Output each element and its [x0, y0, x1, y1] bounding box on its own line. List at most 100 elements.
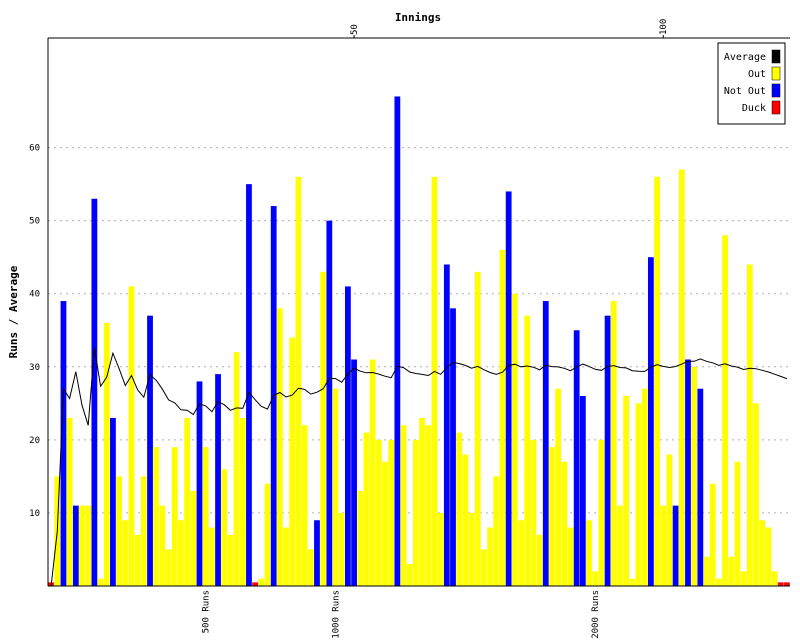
bar-out: [660, 505, 667, 586]
bar-not-out: [697, 388, 704, 586]
bar-out: [382, 461, 388, 586]
bar-out: [641, 388, 648, 586]
bar-out: [134, 534, 141, 586]
bar-out: [140, 476, 147, 586]
milestone-label: 1000 Runs: [332, 590, 342, 639]
bar-out: [190, 491, 197, 586]
top-tick-label: 50: [350, 24, 360, 35]
bar-out: [208, 527, 215, 586]
bar-out: [462, 454, 469, 586]
bar-out: [153, 447, 160, 586]
bar-out: [103, 322, 110, 586]
bar-not-out: [196, 381, 203, 586]
bar-not-out: [314, 520, 320, 586]
run-milestone-labels: 500 Runs 1000 Runs 2000 Runs: [202, 590, 602, 639]
bar-out: [629, 578, 636, 586]
bar-not-out: [345, 286, 351, 586]
bar-out: [79, 505, 85, 586]
bar-not-out: [246, 184, 252, 586]
top-tick-label: 100: [659, 19, 669, 35]
bar-out: [338, 512, 345, 586]
bar-out: [258, 578, 265, 586]
legend-label: Out: [748, 69, 766, 80]
bar-not-out: [443, 264, 450, 586]
bar-out: [536, 534, 543, 586]
bar-out: [178, 520, 184, 586]
bar-out: [431, 176, 438, 586]
legend-swatch: [771, 83, 781, 98]
bars-layer: [48, 96, 790, 587]
bar-not-out: [147, 315, 153, 586]
axes: [47, 37, 790, 587]
bar-out: [413, 439, 419, 586]
y-tick-label: 50: [29, 217, 40, 227]
bar-duck: [252, 582, 259, 586]
bar-not-out: [505, 191, 512, 586]
bar-out: [332, 388, 339, 586]
bar-out: [474, 271, 481, 586]
top-tick-labels: 50 100: [350, 19, 669, 38]
y-tick-label: 40: [29, 290, 40, 300]
bar-out: [400, 425, 407, 586]
bar-out: [518, 520, 524, 586]
milestone-label: 500 Runs: [202, 590, 212, 633]
bar-out: [678, 169, 685, 586]
bar-out: [97, 578, 104, 586]
bar-out: [369, 359, 376, 586]
bar-out: [221, 469, 228, 586]
bar-not-out: [110, 417, 116, 586]
bar-not-out: [672, 505, 679, 586]
bar-out: [357, 491, 364, 586]
bar-out: [771, 571, 778, 586]
bar-out: [617, 505, 623, 586]
legend-swatch: [771, 66, 781, 81]
bar-out: [722, 235, 728, 586]
bar-out: [759, 520, 766, 586]
bar-out: [128, 286, 135, 586]
bar-out: [295, 176, 302, 586]
bar-out: [493, 476, 500, 586]
bar-not-out: [394, 96, 401, 586]
bar-out: [419, 417, 425, 586]
bar-out: [734, 461, 741, 586]
bar-out: [388, 439, 395, 586]
bar-out: [567, 527, 574, 586]
y-tick-label: 30: [29, 363, 40, 373]
bar-out: [524, 315, 531, 586]
bar-out: [456, 432, 463, 586]
bar-out: [598, 439, 605, 586]
bar-not-out: [542, 301, 549, 586]
bar-out: [320, 271, 327, 586]
y-axis-label: Runs / Average: [7, 265, 20, 358]
bar-out: [301, 425, 308, 586]
legend-swatch: [771, 100, 781, 115]
bar-out: [530, 439, 537, 586]
bar-out: [363, 432, 370, 586]
bar-not-out: [573, 330, 580, 586]
legend-label: Duck: [742, 103, 766, 114]
bar-out: [703, 556, 710, 586]
bar-out: [716, 578, 722, 586]
bar-out: [610, 301, 617, 586]
bar-out: [375, 439, 382, 586]
bar-out: [437, 512, 444, 586]
bar-duck: [784, 582, 790, 586]
y-tick-label: 10: [29, 509, 40, 519]
bar-duck: [777, 582, 784, 586]
bar-not-out: [685, 359, 691, 586]
bar-out: [289, 337, 296, 586]
bar-out: [165, 549, 172, 586]
legend-swatch: [771, 49, 781, 64]
bar-out: [276, 308, 283, 586]
legend: Average Out Not Out Duck: [717, 42, 786, 125]
bar-out: [549, 447, 555, 586]
bar-out: [765, 527, 772, 586]
bar-out: [499, 249, 506, 587]
bar-out: [592, 571, 599, 586]
bar-out: [184, 417, 191, 586]
bar-out: [171, 447, 178, 586]
bar-out: [159, 505, 166, 586]
bar-out: [307, 549, 314, 586]
bar-out: [66, 417, 73, 586]
